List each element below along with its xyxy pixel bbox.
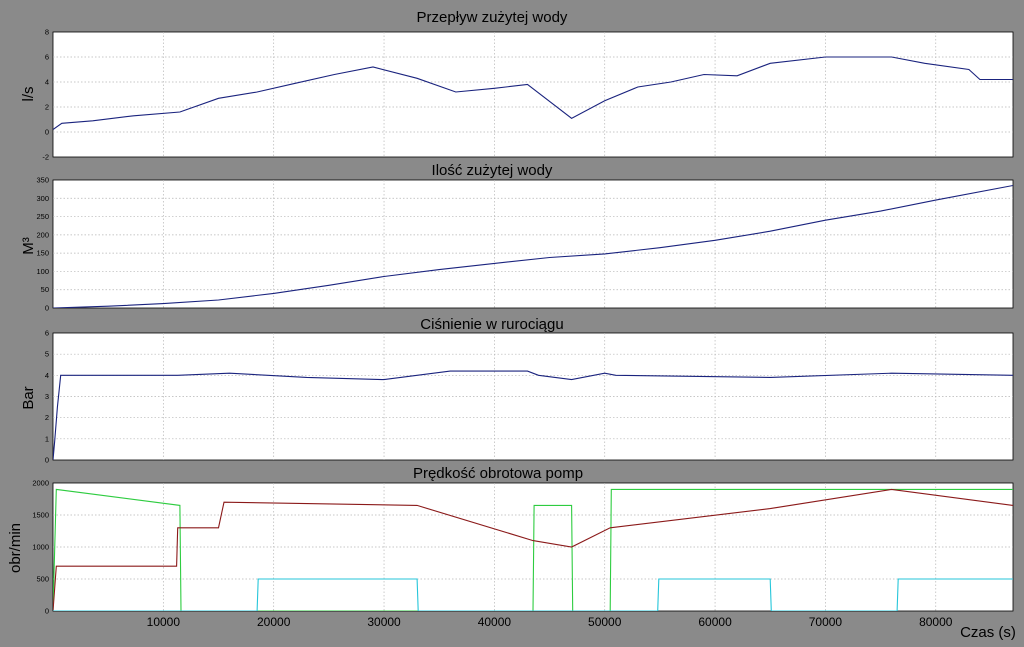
y-tick-label: 0 (45, 456, 49, 465)
y-tick-label: 1500 (32, 511, 49, 520)
y-tick-label: 5 (45, 350, 49, 359)
panel-flow-grid (53, 32, 1013, 157)
y-tick-label: 500 (36, 575, 49, 584)
y-tick-label: 100 (36, 267, 49, 276)
series-line-0 (53, 184, 1013, 308)
panel-volume-title: Ilość zużytej wody (432, 162, 553, 179)
y-tick-label: 6 (45, 53, 49, 62)
panel-pressure-title: Ciśnienie w rurociągu (420, 316, 563, 333)
panel-volume: Ilość zużytej wody M³ 0 50 100 150 200 250 300… (20, 162, 1014, 313)
x-axis-label: Czas (s) (960, 624, 1016, 641)
series-line-1 (53, 488, 1013, 611)
y-tick-label: 2 (45, 103, 49, 112)
panel-flow-title: Przepływ zużytej wody (417, 9, 568, 26)
y-tick-label: 250 (36, 212, 49, 221)
x-tick-label: 70000 (809, 615, 843, 629)
panel-pressure-yticks: 0 1 2 3 4 5 6 (45, 329, 49, 465)
panel-flow: Przepływ zużytej wody l/s -2 0 2 4 6 8 (20, 9, 1014, 162)
panel-volume-plot-area (52, 179, 1014, 309)
series-line-0 (53, 56, 1013, 130)
y-tick-label: 200 (36, 230, 49, 239)
panel-volume-ylabel: M³ (20, 237, 37, 255)
panel-pressure: Ciśnienie w rurociągu Bar 0 1 2 3 4 5 6 (20, 316, 1014, 465)
panel-pressure-series (53, 370, 1013, 460)
panel-pressure-grid (53, 333, 1013, 460)
y-tick-label: 50 (41, 285, 49, 294)
y-tick-label: -2 (42, 153, 49, 162)
panel-pressure-ylabel: Bar (20, 386, 37, 409)
y-tick-label: 0 (45, 304, 49, 313)
y-tick-label: 2000 (32, 479, 49, 488)
panel-flow-plot-area (52, 31, 1014, 158)
x-tick-label: 40000 (478, 615, 512, 629)
y-tick-label: 2 (45, 413, 49, 422)
panel-pump-speed-yticks: 0 500 1000 1500 2000 (32, 479, 49, 616)
y-tick-label: 8 (45, 28, 49, 37)
y-tick-label: 150 (36, 249, 49, 258)
panel-pump-speed-xticks: 10000 20000 30000 40000 50000 60000 70000 80000 (147, 615, 953, 629)
y-tick-label: 0 (45, 607, 49, 616)
panel-pump-speed-series (53, 488, 1013, 611)
series-line-0 (53, 488, 1013, 611)
y-tick-label: 1 (45, 434, 49, 443)
panel-flow-ylabel: l/s (20, 87, 37, 102)
y-tick-label: 6 (45, 329, 49, 338)
x-tick-label: 30000 (367, 615, 401, 629)
series-line-2 (53, 578, 1013, 611)
x-tick-label: 50000 (588, 615, 622, 629)
x-tick-label: 80000 (919, 615, 953, 629)
y-tick-label: 350 (36, 176, 49, 185)
series-line-0 (53, 370, 1013, 460)
x-tick-label: 10000 (147, 615, 181, 629)
x-tick-label: 60000 (698, 615, 732, 629)
panel-volume-grid (53, 180, 1013, 308)
x-tick-label: 20000 (257, 615, 291, 629)
y-tick-label: 0 (45, 128, 49, 137)
y-tick-label: 1000 (32, 543, 49, 552)
panel-pump-speed-title: Prędkość obrotowa pomp (413, 465, 583, 482)
y-tick-label: 300 (36, 194, 49, 203)
y-tick-label: 4 (45, 371, 49, 380)
panel-volume-yticks: 0 50 100 150 200 250 300 350 (36, 176, 49, 313)
y-tick-label: 3 (45, 392, 49, 401)
panel-volume-series (53, 184, 1013, 308)
panel-pump-speed-ylabel: obr/min (7, 523, 24, 573)
panel-flow-yticks: -2 0 2 4 6 8 (42, 28, 49, 162)
panel-flow-series (53, 56, 1013, 130)
panel-pump-speed: Prędkość obrotowa pomp obr/min 0 500 1000 1… (7, 465, 1016, 641)
y-tick-label: 4 (45, 78, 49, 87)
